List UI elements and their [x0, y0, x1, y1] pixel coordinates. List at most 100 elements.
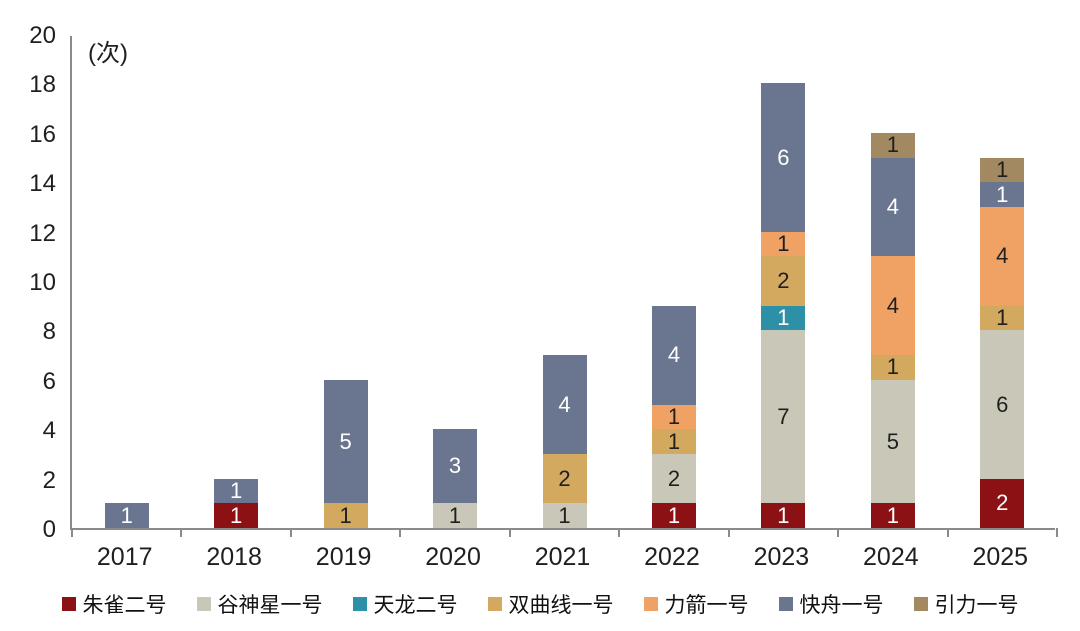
bar-segment: 1 — [542, 502, 587, 528]
bar-group-2024: 1 5 1 4 4 1 — [870, 132, 915, 528]
segment-value-label: 1 — [777, 502, 790, 528]
bar-segment: 4 — [870, 256, 915, 356]
segment-value-label: 4 — [667, 342, 681, 368]
x-tick-mark — [1056, 528, 1058, 537]
bar-segment: 1 — [980, 305, 1025, 331]
x-tick-mark — [946, 528, 949, 537]
bar-segment: 1 — [870, 503, 915, 528]
bar-group-2021: 1 2 4 — [542, 355, 587, 528]
legend-swatch — [352, 597, 367, 611]
bar-segment: 6 — [980, 330, 1025, 479]
x-tick-mark — [837, 528, 840, 537]
segment-value-label: 4 — [886, 193, 899, 219]
bar-segment: 1 — [870, 355, 915, 380]
x-tick-label: 2018 — [206, 543, 262, 571]
bar-segment: 6 — [761, 83, 806, 232]
segment-value-label: 1 — [777, 231, 790, 256]
y-axis-unit-label: (次) — [88, 40, 128, 67]
bar-segment: 1 — [323, 502, 368, 528]
bar-segment: 1 — [870, 132, 915, 158]
segment-value-label: 1 — [777, 305, 790, 331]
x-tick-mark — [289, 528, 292, 537]
x-tick-label: 2017 — [96, 543, 153, 571]
bar-segment: 1 — [651, 502, 696, 528]
segment-value-label: 1 — [120, 502, 133, 528]
y-tick-label: 20 — [29, 22, 56, 49]
y-tick-label: 0 — [42, 516, 56, 543]
bar-segment: 1 — [651, 429, 696, 454]
x-tick-label: 2021 — [534, 543, 591, 571]
segment-value-label: 3 — [448, 453, 462, 479]
y-tick-label: 16 — [29, 120, 56, 148]
y-tick-label: 4 — [42, 417, 56, 445]
x-tick-mark — [71, 528, 73, 537]
segment-value-label: 4 — [886, 292, 899, 318]
legend-label: 力箭一号 — [664, 594, 749, 617]
bar-segment: 2 — [980, 478, 1025, 528]
segment-value-label: 1 — [996, 305, 1009, 331]
bar-segment: 3 — [433, 429, 478, 504]
legend: 朱雀二号 谷神星一号 天龙二号 双曲线一号 力箭一号 快舟一号 引力一号 — [0, 589, 1080, 619]
segment-value-label: 1 — [886, 132, 899, 158]
y-tick-label: 14 — [29, 170, 56, 198]
legend-item: 引力一号 — [913, 589, 1019, 619]
x-tick-mark — [727, 528, 730, 537]
segment-value-label: 1 — [996, 156, 1009, 182]
legend-item: 快舟一号 — [778, 589, 884, 619]
bar-segment: 4 — [870, 157, 915, 257]
segment-value-label: 1 — [339, 502, 352, 528]
legend-label: 朱雀二号 — [82, 594, 167, 617]
bar-segment: 1 — [761, 502, 806, 528]
legend-swatch — [778, 597, 793, 611]
segment-value-label: 2 — [558, 465, 571, 491]
legend-label: 天龙二号 — [373, 594, 458, 617]
x-tick-label: 2022 — [644, 543, 700, 571]
legend-label: 双曲线一号 — [508, 594, 614, 617]
legend-swatch — [913, 597, 928, 611]
segment-value-label: 2 — [996, 490, 1009, 516]
segment-value-label: 6 — [777, 144, 790, 170]
legend-item: 朱雀二号 — [61, 589, 167, 619]
x-tick-mark — [399, 528, 402, 537]
bar-group-2023: 1 7 1 2 1 6 — [761, 83, 806, 528]
bar-segment: 4 — [651, 305, 696, 405]
y-tick-label: 12 — [29, 219, 56, 247]
segment-value-label: 1 — [448, 502, 462, 528]
legend-swatch — [196, 597, 211, 611]
bar-segment: 4 — [542, 355, 587, 454]
segment-value-label: 5 — [886, 428, 899, 454]
x-tick-mark — [180, 528, 183, 537]
segment-value-label: 1 — [667, 403, 681, 429]
legend-item: 天龙二号 — [352, 589, 458, 619]
y-tick-label: 10 — [29, 269, 56, 296]
legend-label: 谷神星一号 — [217, 594, 323, 617]
bar-segment: 1 — [761, 305, 806, 331]
x-tick-label: 2023 — [753, 543, 810, 571]
x-tick-label: 2025 — [972, 543, 1029, 571]
segment-value-label: 1 — [996, 181, 1009, 207]
legend-swatch — [643, 597, 658, 611]
legend-label: 快舟一号 — [799, 594, 884, 617]
segment-value-label: 2 — [777, 268, 790, 294]
segment-value-label: 1 — [230, 502, 243, 528]
legend-item: 谷神星一号 — [196, 589, 323, 619]
y-tick-label: 2 — [42, 466, 56, 494]
segment-value-label: 1 — [558, 502, 571, 528]
segment-value-label: 2 — [667, 465, 681, 491]
bar-segment: 5 — [323, 379, 368, 504]
segment-value-label: 1 — [667, 502, 681, 528]
bar-segment: 2 — [542, 453, 587, 504]
legend-item: 力箭一号 — [643, 589, 749, 619]
bar-segment: 1 — [980, 156, 1025, 183]
x-tick-label: 2020 — [425, 543, 481, 571]
bar-segment: 1 — [214, 477, 259, 504]
bar-segment: 1 — [104, 502, 149, 528]
x-tick-mark — [618, 528, 621, 537]
legend-swatch — [487, 597, 502, 611]
bar-segment: 5 — [870, 379, 915, 504]
bar-group-2017: 1 — [104, 502, 149, 528]
segment-value-label: 1 — [230, 477, 243, 503]
